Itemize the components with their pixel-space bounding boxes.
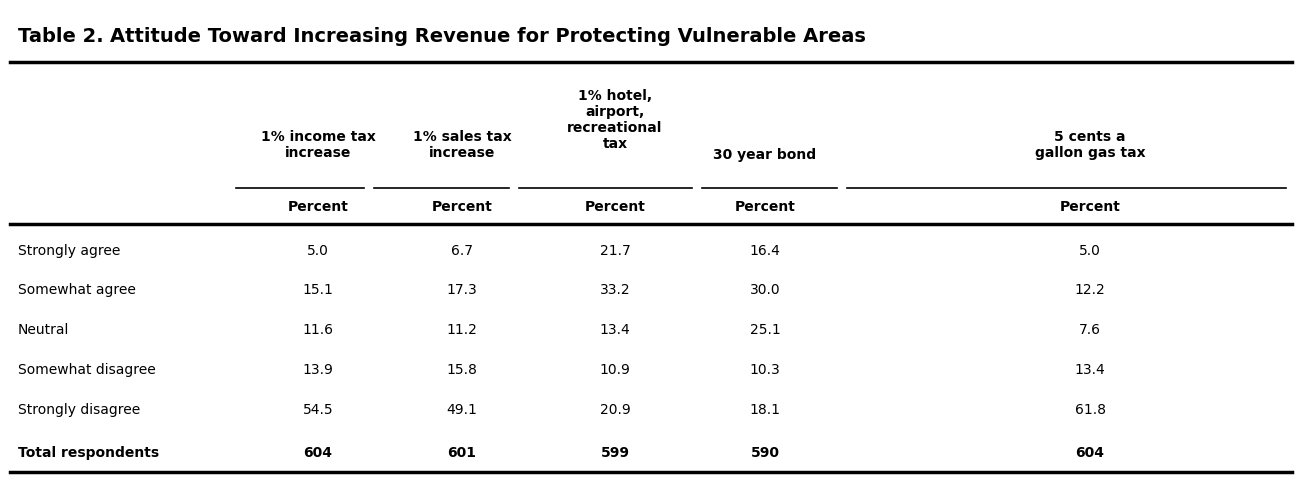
Text: 1% sales tax
increase: 1% sales tax increase <box>413 130 512 160</box>
Text: 13.9: 13.9 <box>302 363 333 377</box>
Text: 30 year bond: 30 year bond <box>713 148 816 162</box>
Text: 25.1: 25.1 <box>750 323 780 337</box>
Text: 604: 604 <box>303 446 332 460</box>
Text: Strongly disagree: Strongly disagree <box>18 403 141 417</box>
Text: 16.4: 16.4 <box>750 244 780 258</box>
Text: 5.0: 5.0 <box>307 244 329 258</box>
Text: Percent: Percent <box>734 200 796 214</box>
Text: Strongly agree: Strongly agree <box>18 244 120 258</box>
Text: 15.1: 15.1 <box>302 283 333 297</box>
Text: Attitude Toward Increasing Revenue for Protecting Vulnerable Areas: Attitude Toward Increasing Revenue for P… <box>109 27 866 46</box>
Text: 7.6: 7.6 <box>1079 323 1101 337</box>
Text: 15.8: 15.8 <box>447 363 478 377</box>
Text: Table 2.: Table 2. <box>18 27 104 46</box>
Text: 6.7: 6.7 <box>450 244 473 258</box>
Text: 5.0: 5.0 <box>1079 244 1101 258</box>
Text: 604: 604 <box>1075 446 1104 460</box>
Text: Somewhat agree: Somewhat agree <box>18 283 135 297</box>
Text: 1% hotel,
airport,
recreational
tax: 1% hotel, airport, recreational tax <box>568 89 663 151</box>
Text: 10.9: 10.9 <box>599 363 630 377</box>
Text: 17.3: 17.3 <box>447 283 478 297</box>
Text: 601: 601 <box>448 446 477 460</box>
Text: Percent: Percent <box>431 200 492 214</box>
Text: 13.4: 13.4 <box>600 323 630 337</box>
Text: Somewhat disagree: Somewhat disagree <box>18 363 156 377</box>
Text: 11.2: 11.2 <box>447 323 478 337</box>
Text: Percent: Percent <box>585 200 646 214</box>
Text: 49.1: 49.1 <box>447 403 478 417</box>
Text: 590: 590 <box>750 446 780 460</box>
Text: 21.7: 21.7 <box>600 244 630 258</box>
Text: 13.4: 13.4 <box>1074 363 1105 377</box>
Text: 30.0: 30.0 <box>750 283 780 297</box>
Text: 33.2: 33.2 <box>600 283 630 297</box>
Text: 10.3: 10.3 <box>750 363 780 377</box>
Text: 61.8: 61.8 <box>1074 403 1105 417</box>
Text: 1% income tax
increase: 1% income tax increase <box>260 130 375 160</box>
Text: 20.9: 20.9 <box>600 403 630 417</box>
Text: 5 cents a
gallon gas tax: 5 cents a gallon gas tax <box>1035 130 1146 160</box>
Text: 11.6: 11.6 <box>302 323 333 337</box>
Text: Percent: Percent <box>1060 200 1121 214</box>
Text: 54.5: 54.5 <box>302 403 333 417</box>
Text: Percent: Percent <box>288 200 349 214</box>
Text: Neutral: Neutral <box>18 323 69 337</box>
Text: 599: 599 <box>600 446 629 460</box>
Text: Total respondents: Total respondents <box>18 446 159 460</box>
Text: 18.1: 18.1 <box>750 403 780 417</box>
Text: 12.2: 12.2 <box>1074 283 1105 297</box>
